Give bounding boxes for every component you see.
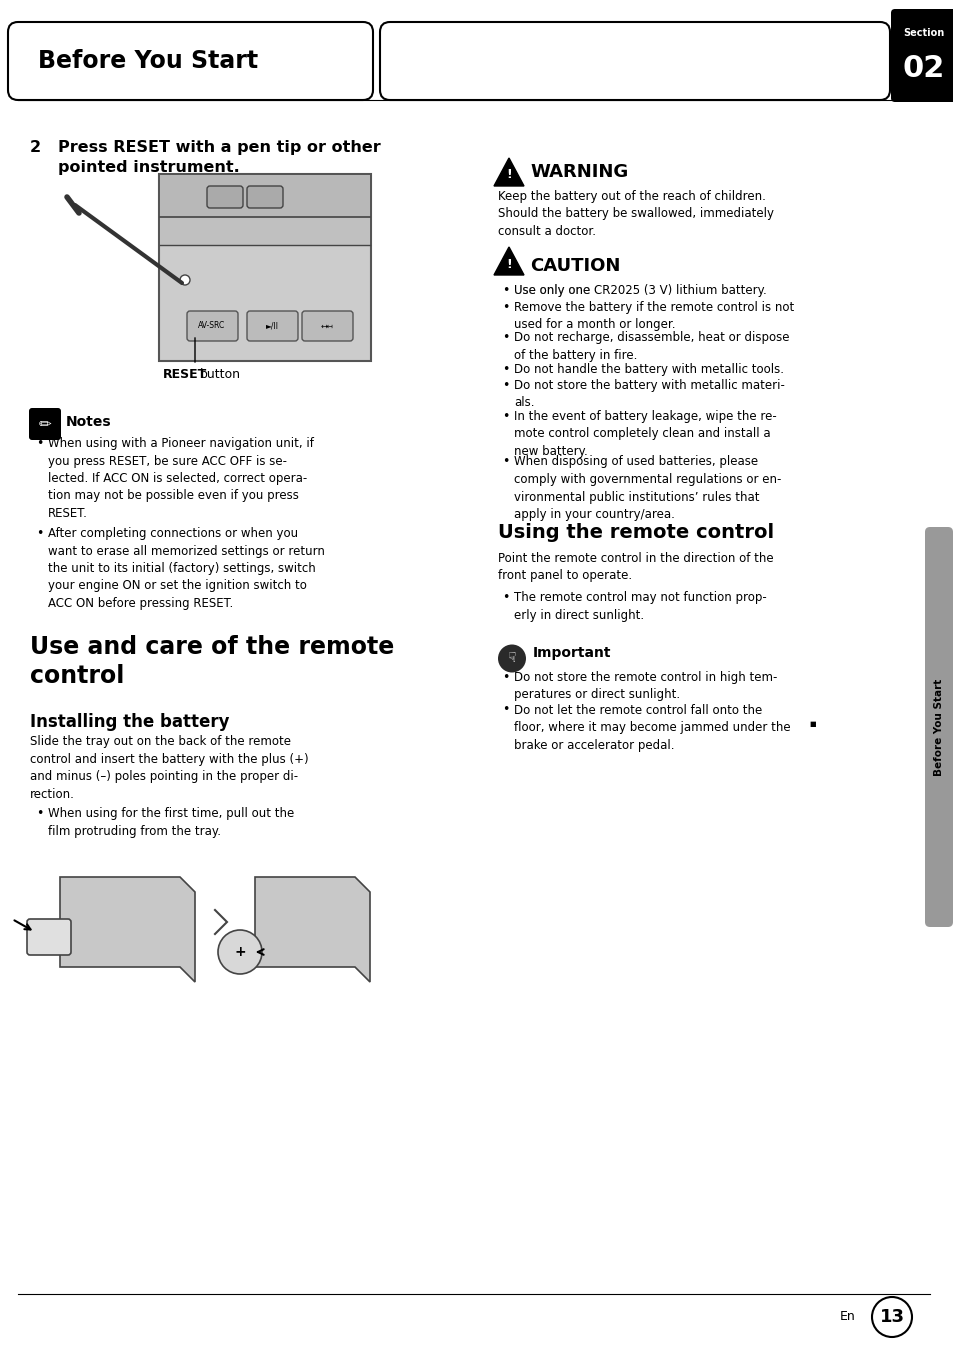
Text: Use only one: Use only one — [514, 284, 594, 297]
Text: •: • — [501, 331, 509, 345]
Text: •: • — [501, 284, 509, 297]
FancyBboxPatch shape — [207, 187, 243, 208]
Text: •: • — [36, 437, 43, 450]
Text: !: ! — [506, 257, 512, 270]
Text: AV-SRC: AV-SRC — [198, 322, 226, 330]
Text: WARNING: WARNING — [530, 164, 628, 181]
Text: •: • — [501, 300, 509, 314]
Text: Remove the battery if the remote control is not
used for a month or longer.: Remove the battery if the remote control… — [514, 300, 794, 331]
FancyBboxPatch shape — [924, 527, 952, 927]
Text: Section: Section — [902, 28, 943, 38]
Text: Using the remote control: Using the remote control — [497, 523, 773, 542]
Text: ►/II: ►/II — [265, 322, 278, 330]
Text: 13: 13 — [879, 1307, 903, 1326]
Text: •: • — [36, 527, 43, 539]
Text: +: + — [233, 945, 246, 959]
Text: ■: ■ — [808, 721, 815, 727]
Text: When using for the first time, pull out the
film protruding from the tray.: When using for the first time, pull out … — [48, 807, 294, 837]
Text: Use only one CR2025 (3 V) lithium battery.: Use only one CR2025 (3 V) lithium batter… — [514, 284, 766, 297]
Bar — [160, 174, 370, 218]
Text: Notes: Notes — [66, 415, 112, 429]
FancyBboxPatch shape — [27, 919, 71, 955]
FancyBboxPatch shape — [159, 174, 371, 361]
Text: Do not store the remote control in high tem-
peratures or direct sunlight.: Do not store the remote control in high … — [514, 671, 777, 700]
Text: After completing connections or when you
want to erase all memorized settings or: After completing connections or when you… — [48, 527, 325, 610]
FancyBboxPatch shape — [302, 311, 353, 341]
Text: In the event of battery leakage, wipe the re-
mote control completely clean and : In the event of battery leakage, wipe th… — [514, 410, 776, 458]
Polygon shape — [254, 877, 370, 982]
Text: CAUTION: CAUTION — [530, 257, 619, 274]
Text: ☟: ☟ — [507, 652, 516, 665]
Text: ✏: ✏ — [38, 416, 51, 431]
FancyBboxPatch shape — [379, 22, 889, 100]
Text: •: • — [501, 362, 509, 376]
Circle shape — [218, 930, 262, 973]
Text: RESET: RESET — [163, 368, 207, 381]
Text: When disposing of used batteries, please
comply with governmental regulations or: When disposing of used batteries, please… — [514, 456, 781, 521]
Text: •: • — [36, 807, 43, 821]
Text: When using with a Pioneer navigation unit, if
you press RESET, be sure ACC OFF i: When using with a Pioneer navigation uni… — [48, 437, 314, 521]
FancyBboxPatch shape — [247, 311, 297, 341]
Text: Do not store the battery with metallic materi-
als.: Do not store the battery with metallic m… — [514, 379, 784, 410]
Text: En: En — [840, 1310, 855, 1324]
Text: •: • — [501, 456, 509, 469]
Text: •: • — [501, 410, 509, 423]
Text: The remote control may not function prop-
erly in direct sunlight.: The remote control may not function prop… — [514, 592, 766, 622]
FancyBboxPatch shape — [187, 311, 237, 341]
Text: Before You Start: Before You Start — [933, 679, 943, 776]
Text: button: button — [200, 368, 241, 381]
Text: Press RESET with a pen tip or other
pointed instrument.: Press RESET with a pen tip or other poin… — [58, 141, 380, 176]
Circle shape — [497, 645, 525, 672]
Text: !: ! — [506, 169, 512, 181]
Text: •: • — [501, 703, 509, 717]
Text: Keep the battery out of the reach of children.
Should the battery be swallowed, : Keep the battery out of the reach of chi… — [497, 191, 773, 238]
Text: Do not recharge, disassemble, heat or dispose
of the battery in fire.: Do not recharge, disassemble, heat or di… — [514, 331, 789, 362]
Bar — [160, 218, 370, 245]
Circle shape — [180, 274, 190, 285]
FancyBboxPatch shape — [247, 187, 283, 208]
Text: •: • — [501, 379, 509, 392]
Text: Before You Start: Before You Start — [38, 49, 258, 73]
Text: •: • — [501, 592, 509, 604]
Text: Use and care of the remote
control: Use and care of the remote control — [30, 635, 394, 688]
Text: Do not let the remote control fall onto the
floor, where it may become jammed un: Do not let the remote control fall onto … — [514, 703, 790, 752]
FancyBboxPatch shape — [890, 9, 953, 101]
Polygon shape — [494, 158, 523, 187]
FancyBboxPatch shape — [29, 408, 61, 439]
Text: Point the remote control in the direction of the
front panel to operate.: Point the remote control in the directio… — [497, 552, 773, 581]
Text: 2: 2 — [30, 141, 41, 155]
Text: Do not handle the battery with metallic tools.: Do not handle the battery with metallic … — [514, 362, 783, 376]
Text: ↤↤: ↤↤ — [320, 322, 333, 330]
Text: Installing the battery: Installing the battery — [30, 713, 230, 731]
Polygon shape — [60, 877, 194, 982]
Polygon shape — [494, 247, 523, 274]
Circle shape — [871, 1297, 911, 1337]
Text: Slide the tray out on the back of the remote
control and insert the battery with: Slide the tray out on the back of the re… — [30, 735, 309, 800]
Text: •: • — [501, 671, 509, 684]
Text: Important: Important — [533, 646, 611, 661]
FancyBboxPatch shape — [8, 22, 373, 100]
Text: 02: 02 — [902, 54, 944, 82]
Text: Use only one: Use only one — [514, 284, 594, 297]
